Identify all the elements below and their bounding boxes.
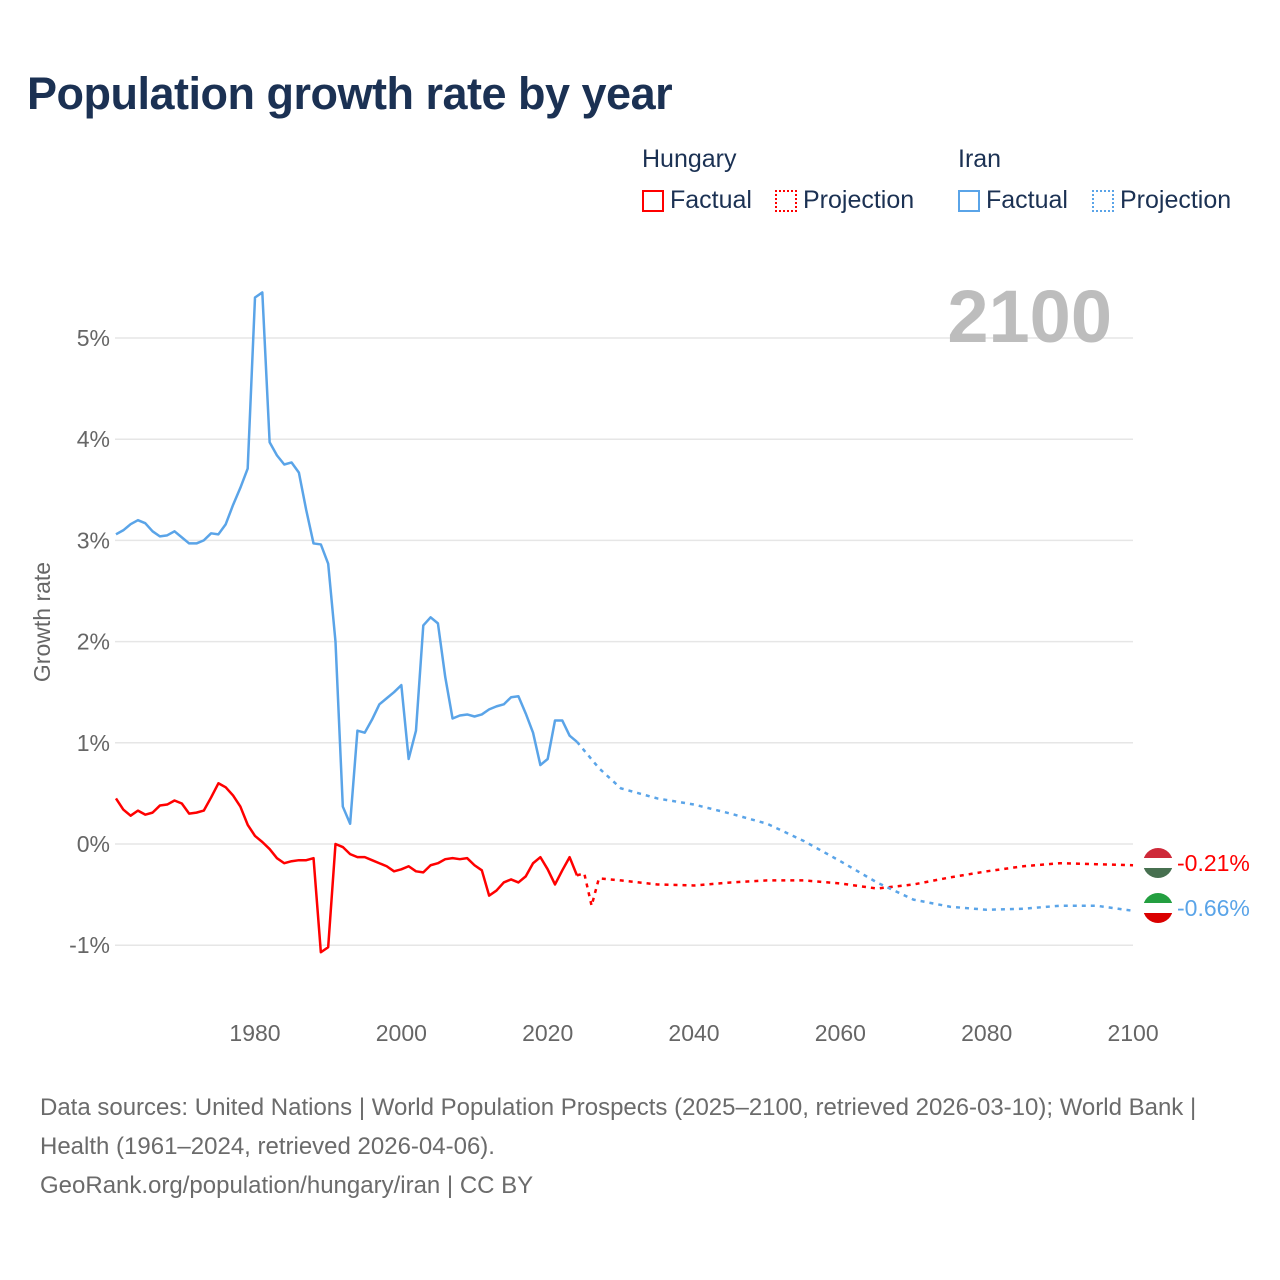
y-tick-label: 5%: [77, 325, 110, 351]
legend-swatch-solid: [642, 189, 664, 212]
legend-hungary-projection[interactable]: Projection: [775, 186, 914, 215]
legend-swatch-dotted: [775, 189, 797, 212]
iran-flag-icon: [1143, 893, 1173, 923]
iran-factual-line: [115, 291, 578, 826]
chart-title: Population growth rate by year: [27, 68, 673, 119]
x-tick-label: 2000: [376, 1020, 427, 1046]
y-tick-label: 2%: [77, 629, 110, 655]
data-sources: Data sources: United Nations | World Pop…: [40, 1094, 1197, 1160]
y-tick-label: 1%: [77, 730, 110, 756]
legend-iran-factual[interactable]: Factual: [958, 186, 1068, 215]
x-tick-label: 2060: [815, 1020, 866, 1046]
hungary-flag-icon: [1143, 848, 1173, 878]
hungary-end-label: -0.21%: [1177, 850, 1250, 876]
x-tick-label: 2100: [1107, 1020, 1158, 1046]
iran-projection-line: [575, 740, 1134, 913]
legend-label: Factual: [670, 186, 752, 214]
y-tick-label: 4%: [77, 426, 110, 452]
legend-iran-projection[interactable]: Projection: [1092, 186, 1231, 215]
legend-label: Projection: [803, 186, 915, 214]
y-tick-label: -1%: [69, 932, 110, 958]
legend-swatch-dotted: [1092, 189, 1114, 212]
x-tick-label: 2080: [961, 1020, 1012, 1046]
legend-label: Projection: [1120, 186, 1232, 214]
y-tick-label: 0%: [77, 831, 110, 857]
line-chart: -1% 0% 1% 2% 3% 4% 5% 1980 2000 2020 2040 2060 2080 2…: [29, 275, 1250, 1046]
iran-end-label: -0.66%: [1177, 895, 1250, 921]
legend-swatch-solid: [958, 189, 980, 212]
hungary-factual-line: [114, 782, 579, 954]
legend-group-hungary: Hungary: [642, 145, 737, 173]
x-tick-label: 2020: [522, 1020, 573, 1046]
y-tick-label: 3%: [77, 527, 110, 553]
x-tick-label: 2040: [668, 1020, 719, 1046]
y-axis-label: Growth rate: [29, 562, 55, 682]
legend-hungary-factual[interactable]: Factual: [642, 186, 752, 215]
credit-link[interactable]: GeoRank.org/population/hungary/iran | CC…: [40, 1172, 534, 1199]
x-tick-label: 1980: [229, 1020, 280, 1046]
hungary-projection-line: [576, 861, 1134, 907]
legend-group-iran: Iran: [958, 145, 1002, 173]
year-label: 2100: [947, 275, 1112, 358]
legend-label: Factual: [986, 186, 1068, 214]
footer: Data sources: United Nations | World Pop…: [40, 1088, 1240, 1205]
